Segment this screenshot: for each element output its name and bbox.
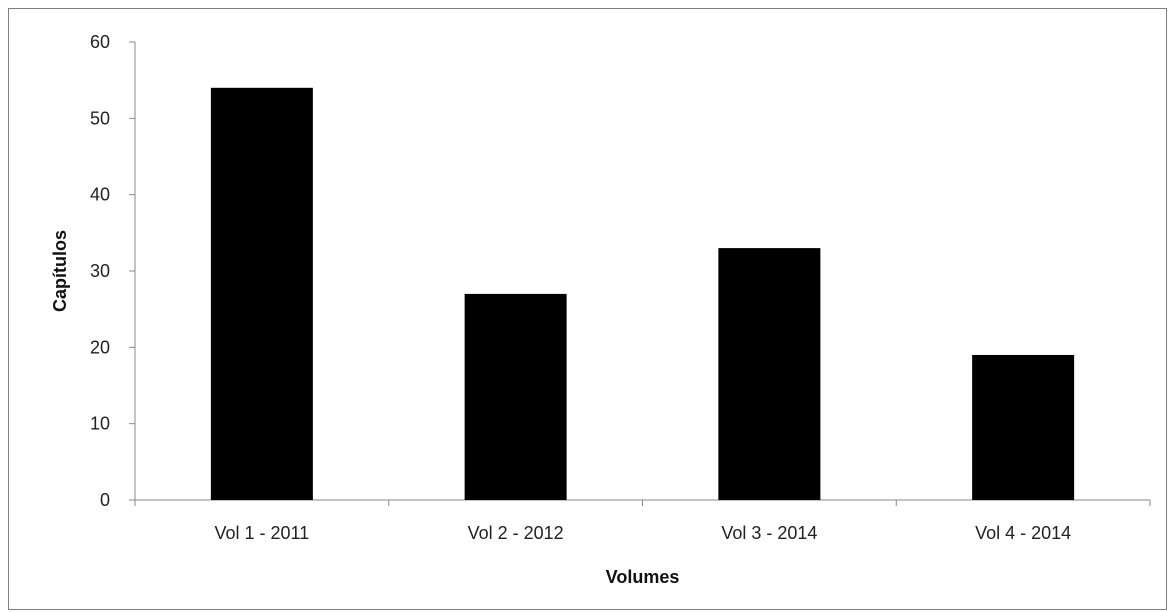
y-tick-label: 0 [100, 490, 110, 510]
bar [464, 293, 567, 500]
y-tick-label: 20 [90, 337, 110, 357]
bar [972, 354, 1075, 500]
bars [210, 87, 1075, 501]
y-ticks: 0 10 20 30 40 50 60 [90, 32, 135, 510]
x-tick-label: Vol 2 - 2012 [468, 523, 564, 543]
y-tick-label: 10 [90, 414, 110, 434]
x-tick-label: Vol 1 - 2011 [215, 523, 310, 543]
y-tick-label: 30 [90, 261, 110, 281]
x-axis-title: Volumes [606, 567, 680, 587]
x-tick-label: Vol 3 - 2014 [721, 523, 817, 543]
y-tick-label: 40 [90, 185, 110, 205]
y-axis-title: Capítulos [50, 230, 70, 312]
y-tick-label: 50 [90, 108, 110, 128]
bar [718, 248, 821, 500]
x-tick-labels: Vol 1 - 2011 Vol 2 - 2012 Vol 3 - 2014 Vol … [215, 523, 1072, 543]
x-tick-label: Vol 4 - 2014 [975, 523, 1071, 543]
bar [210, 87, 313, 501]
x-ticks [134, 500, 1151, 506]
y-tick-label: 60 [90, 32, 110, 52]
chart-frame [8, 8, 1167, 610]
